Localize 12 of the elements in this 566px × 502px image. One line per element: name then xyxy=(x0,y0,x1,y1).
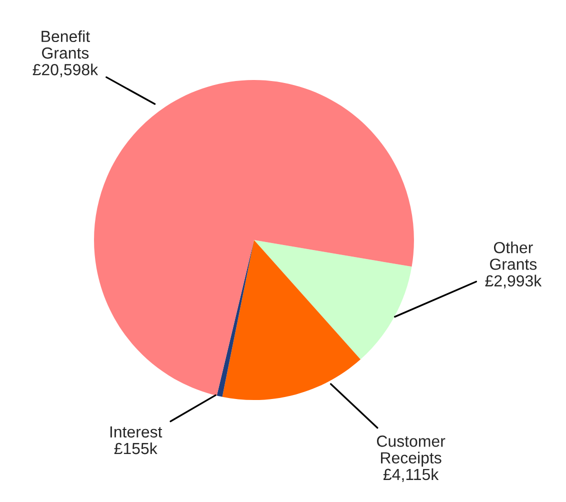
slice-label: Benefit Grants xyxy=(42,30,90,59)
data-label: £4,115k xyxy=(383,468,439,482)
data-label: £155k xyxy=(114,442,158,454)
slice-label: Customer Receipts xyxy=(377,436,446,467)
data-label: £2,993k xyxy=(485,274,542,288)
pie-slice xyxy=(254,240,412,360)
data-label: £20,598k xyxy=(32,64,98,78)
pie-slice xyxy=(216,240,254,397)
pie-slice xyxy=(222,240,360,400)
slice-label: Interest xyxy=(110,426,162,438)
pie-slice xyxy=(94,80,414,396)
slice-label: Other Grants xyxy=(490,242,537,270)
